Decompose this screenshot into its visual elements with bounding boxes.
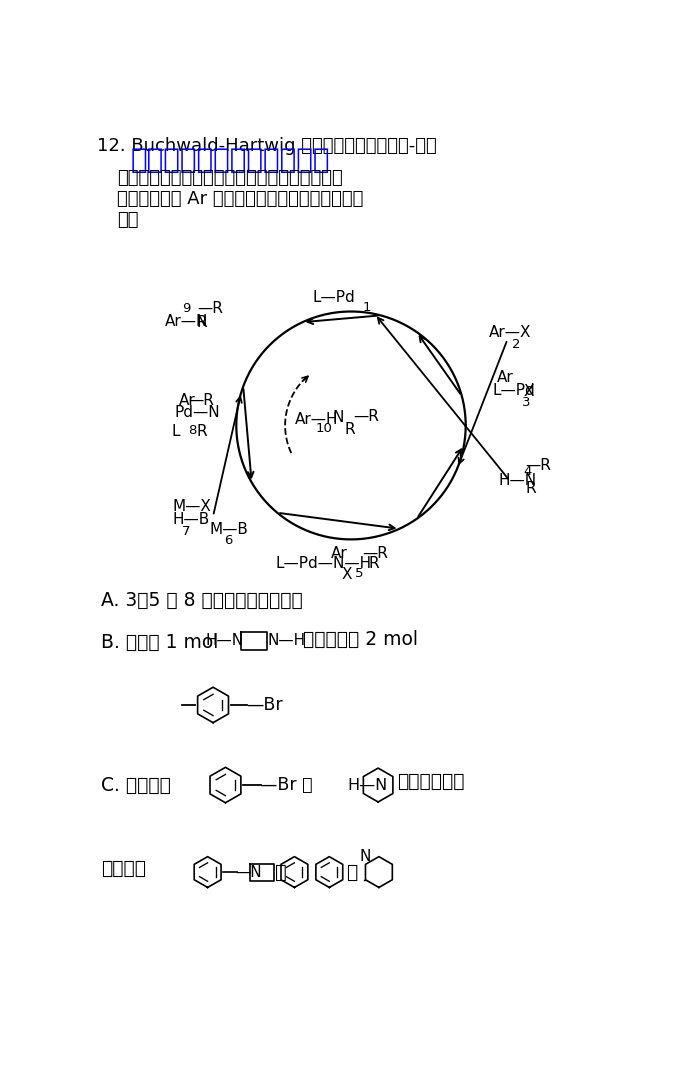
Text: 10: 10 — [315, 421, 332, 434]
Text: 4: 4 — [523, 465, 531, 478]
Text: C. 若原料用: C. 若原料用 — [102, 776, 172, 794]
Text: X: X — [342, 568, 352, 583]
Text: 5: 5 — [355, 568, 363, 580]
Text: 3: 3 — [522, 397, 530, 410]
Text: —R: —R — [526, 458, 552, 473]
Text: B. 理论上 1 mol: B. 理论上 1 mol — [102, 633, 225, 653]
Text: 微信公众号关注：趣找答案: 微信公众号关注：趣找答案 — [130, 146, 330, 174]
Text: N: N — [332, 410, 344, 425]
Text: 1: 1 — [363, 301, 371, 314]
Text: Ar—H: Ar—H — [295, 412, 339, 427]
Text: M—X: M—X — [173, 499, 211, 514]
Text: L—Pd: L—Pd — [492, 383, 535, 398]
Text: R: R — [368, 557, 379, 571]
Text: L—Pd: L—Pd — [313, 290, 356, 305]
Text: H—B: H—B — [173, 512, 210, 527]
Text: A. 3、5 和 8 都是反应的中间产物: A. 3、5 和 8 都是反应的中间产物 — [102, 591, 303, 610]
Text: R: R — [196, 424, 206, 439]
Text: 的是: 的是 — [117, 211, 139, 229]
Text: 最多能消耗 2 mol: 最多能消耗 2 mol — [303, 630, 418, 649]
Text: —R: —R — [363, 546, 389, 560]
Text: R: R — [526, 481, 536, 496]
Text: R: R — [196, 315, 206, 330]
Text: 、: 、 — [275, 862, 287, 882]
Text: Pd—N: Pd—N — [174, 405, 220, 420]
Text: Ar: Ar — [179, 393, 196, 408]
Text: H—N: H—N — [498, 473, 536, 488]
Text: 图所示（图中 Ar 表示芳香烃基）。下列说法错误: 图所示（图中 Ar 表示芳香烃基）。下列说法错误 — [117, 190, 363, 207]
Text: 12. Buchwald-Hartwig 偶联反应（布赫瓦尔德-哈特: 12. Buchwald-Hartwig 偶联反应（布赫瓦尔德-哈特 — [97, 137, 437, 155]
Text: L—Pd—N—H: L—Pd—N—H — [276, 557, 372, 571]
Text: 的产物为: 的产物为 — [102, 859, 146, 878]
Text: N: N — [360, 849, 371, 864]
Text: 9: 9 — [182, 302, 190, 315]
Text: —Br: —Br — [246, 696, 283, 714]
Text: 2: 2 — [512, 338, 521, 350]
Text: —R: —R — [188, 393, 214, 408]
Text: 8: 8 — [188, 424, 197, 436]
Text: M—B: M—B — [210, 521, 248, 536]
Text: ，则可能得到: ，则可能得到 — [398, 772, 465, 791]
Text: 和: 和 — [346, 862, 358, 882]
Text: Ar—X: Ar—X — [489, 326, 531, 341]
Text: N—H: N—H — [267, 633, 305, 648]
Text: 7: 7 — [182, 525, 190, 538]
Text: Ar: Ar — [331, 546, 348, 560]
Text: R: R — [345, 421, 356, 436]
Text: —Br 和: —Br 和 — [260, 776, 312, 794]
Text: L: L — [172, 424, 180, 439]
Text: H—N: H—N — [205, 633, 244, 648]
Text: Ar—N: Ar—N — [165, 314, 209, 329]
Text: —R: —R — [197, 301, 223, 316]
Text: X: X — [523, 384, 533, 399]
Text: —N: —N — [235, 864, 262, 879]
Text: Ar: Ar — [497, 370, 514, 385]
Text: H—N: H—N — [347, 777, 387, 792]
Text: 6: 6 — [224, 534, 232, 547]
Text: —R: —R — [354, 408, 379, 424]
Text: 维希反应）是合成芳胺的重要方法，反应机理如: 维希反应）是合成芳胺的重要方法，反应机理如 — [117, 169, 343, 187]
